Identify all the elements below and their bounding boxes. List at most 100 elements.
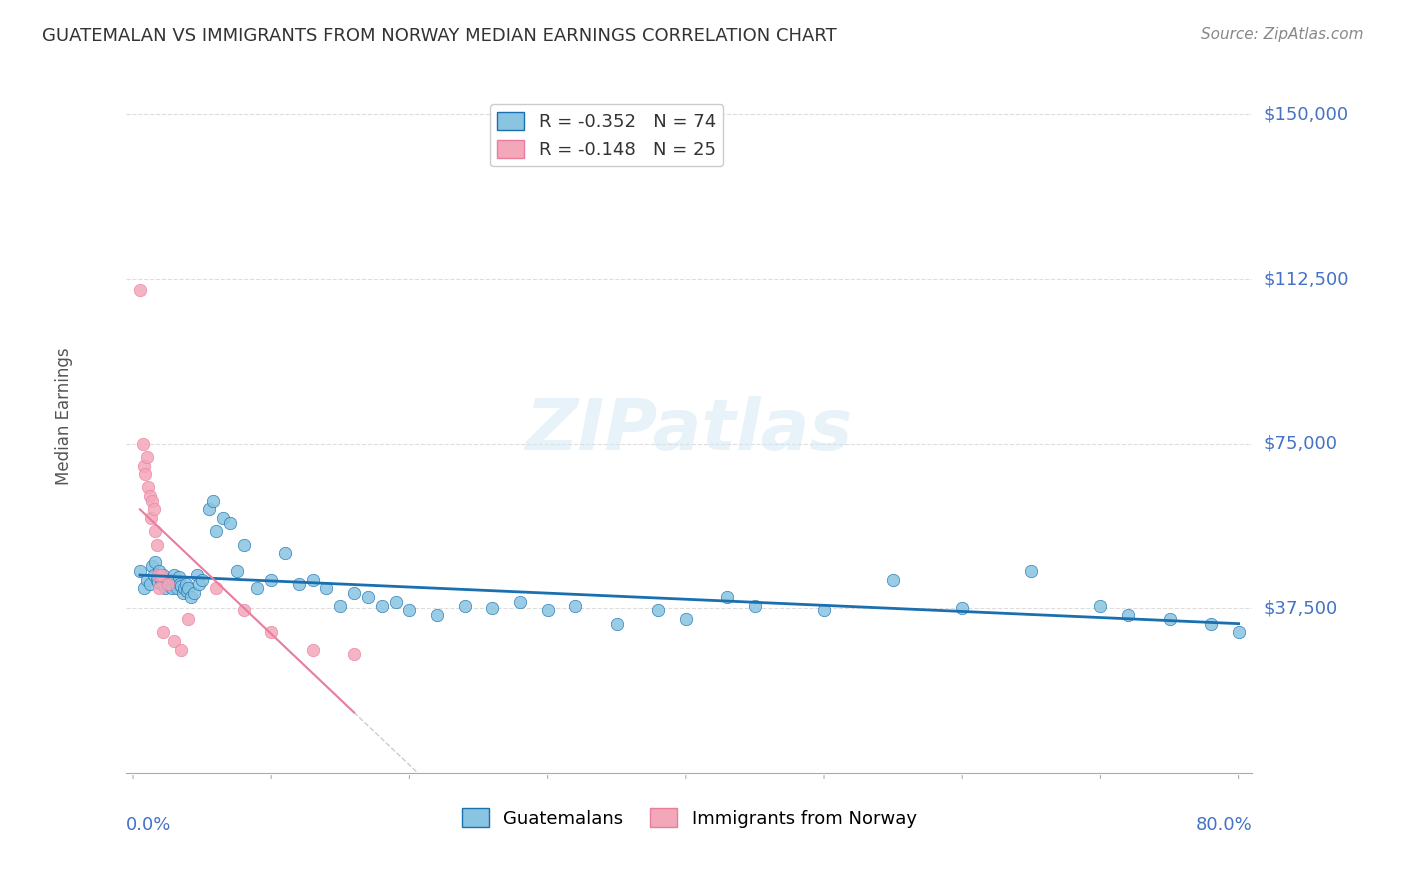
Point [647,603,669,617]
Point [218,516,240,530]
Point [146,574,169,589]
Point [188,577,211,591]
Point [176,583,198,598]
Point [1159,612,1181,626]
Point [509,594,531,608]
Point [145,573,167,587]
Point [142,502,165,516]
Point [152,568,174,582]
Point [301,643,323,657]
Point [141,559,163,574]
Point [357,591,380,605]
Point [1227,625,1250,640]
Point [160,582,183,596]
Text: GUATEMALAN VS IMMIGRANTS FROM NORWAY MEDIAN EARNINGS CORRELATION CHART: GUATEMALAN VS IMMIGRANTS FROM NORWAY MED… [42,27,837,45]
Point [163,634,186,648]
Point [141,493,163,508]
Point [813,603,835,617]
Point [173,582,195,596]
Text: ZIPatlas: ZIPatlas [526,396,853,465]
Point [135,573,157,587]
Point [132,458,155,473]
Point [153,582,176,596]
Point [232,603,254,617]
Point [132,582,155,596]
Point [1090,599,1112,613]
Point [149,573,172,587]
Point [136,481,159,495]
Point [371,599,394,613]
Point [232,537,254,551]
Point [159,574,181,589]
Point [142,568,165,582]
Point [454,599,477,613]
Point [131,436,153,450]
Point [129,283,152,297]
Point [246,582,269,596]
Point [180,591,202,605]
Point [156,577,179,591]
Point [163,568,186,582]
Point [145,537,167,551]
Point [536,603,558,617]
Point [1199,616,1222,631]
Point [149,568,172,582]
Point [301,573,323,587]
Text: 0.0%: 0.0% [127,815,172,833]
Point [716,591,738,605]
Point [170,579,193,593]
Point [315,582,337,596]
Point [129,564,152,578]
Point [150,577,173,591]
Point [744,599,766,613]
Point [135,450,157,464]
Point [138,577,160,591]
Text: $150,000: $150,000 [1264,105,1348,123]
Point [202,493,225,508]
Point [882,573,904,587]
Point [143,555,166,569]
Text: 80.0%: 80.0% [1195,815,1253,833]
Point [1021,564,1043,578]
Point [950,601,973,615]
Point [198,502,221,516]
Point [139,511,162,525]
Point [172,586,194,600]
Point [191,573,214,587]
Text: Source: ZipAtlas.com: Source: ZipAtlas.com [1201,27,1364,42]
Point [177,612,200,626]
Point [205,524,228,539]
Text: $112,500: $112,500 [1264,270,1350,288]
Text: $75,000: $75,000 [1264,434,1337,452]
Point [675,612,697,626]
Point [167,570,190,584]
Point [260,625,283,640]
Point [606,616,628,631]
Point [288,577,311,591]
Point [481,601,503,615]
Point [170,643,193,657]
Point [138,489,160,503]
Point [157,573,180,587]
Point [274,546,297,560]
Point [174,577,197,591]
Point [426,607,449,622]
Point [343,586,366,600]
Point [177,582,200,596]
Point [134,467,156,482]
Text: $37,500: $37,500 [1264,599,1339,617]
Point [148,582,170,596]
Point [186,568,208,582]
Point [1116,607,1139,622]
Point [329,599,352,613]
Point [183,586,205,600]
Text: Median Earnings: Median Earnings [55,347,73,485]
Point [166,582,188,596]
Point [211,511,233,525]
Legend: Guatemalans, Immigrants from Norway: Guatemalans, Immigrants from Norway [454,801,924,835]
Point [205,582,228,596]
Point [225,564,247,578]
Point [148,564,170,578]
Point [260,573,283,587]
Point [398,603,420,617]
